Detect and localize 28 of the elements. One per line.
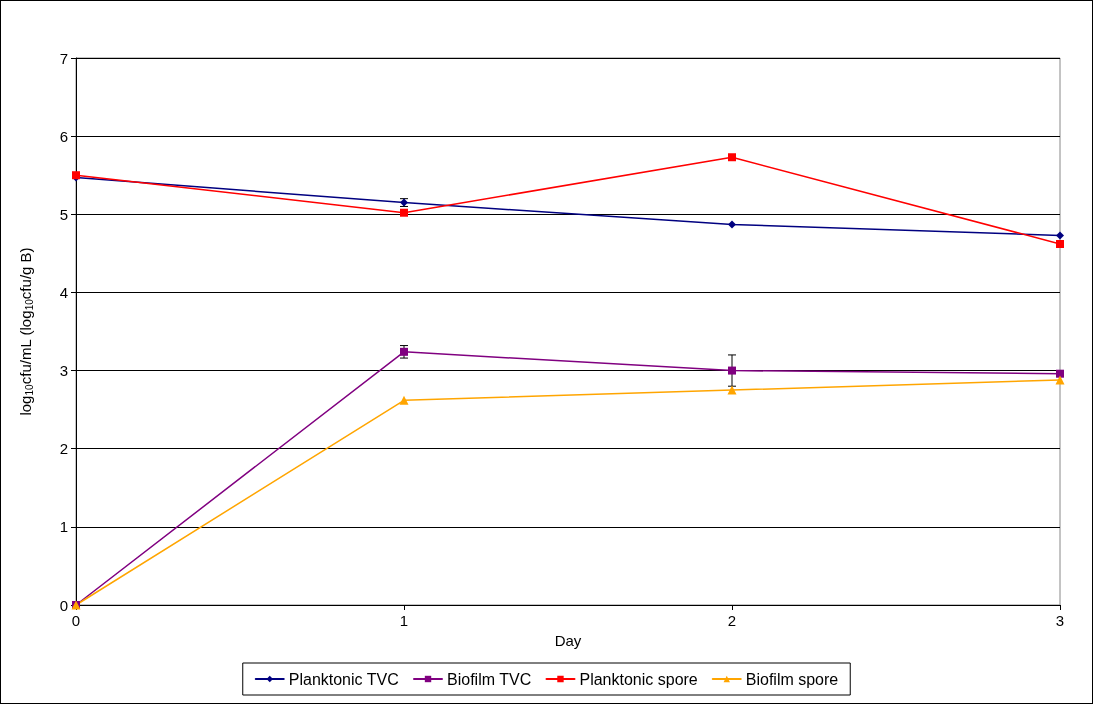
y-tick-label: 0 [59, 596, 68, 614]
point [1056, 369, 1064, 378]
point [727, 385, 737, 395]
x-tick-label: 3 [1055, 612, 1065, 629]
y-tick-label: 7 [59, 49, 68, 67]
y-tick-label: 2 [59, 440, 68, 458]
x-tick-label: 1 [399, 612, 409, 629]
y-tick-label: 1 [59, 518, 68, 536]
point [399, 395, 409, 405]
point [728, 366, 736, 375]
x-tick-label: 2 [727, 612, 737, 629]
y-tick-label: 3 [59, 362, 68, 380]
legend-label: Biofilm TVC [447, 670, 532, 688]
y-tick-label: 6 [59, 127, 68, 145]
point [728, 220, 736, 229]
point [1055, 375, 1065, 385]
legend-label: Planktonic TVC [288, 670, 399, 688]
x-tick-label: 0 [71, 612, 81, 629]
point [1056, 239, 1064, 248]
y-axis-title: log10cfu/mL (log10cfu/g B) [16, 247, 35, 416]
y-tick-label: 5 [59, 205, 68, 223]
legend-label: Planktonic spore [579, 670, 698, 688]
legend-label: Biofilm spore [745, 670, 839, 688]
x-axis-title: Day [554, 631, 582, 649]
point [728, 153, 736, 162]
point [400, 208, 408, 217]
point [1056, 231, 1064, 240]
y-tick-label: 4 [59, 283, 68, 301]
